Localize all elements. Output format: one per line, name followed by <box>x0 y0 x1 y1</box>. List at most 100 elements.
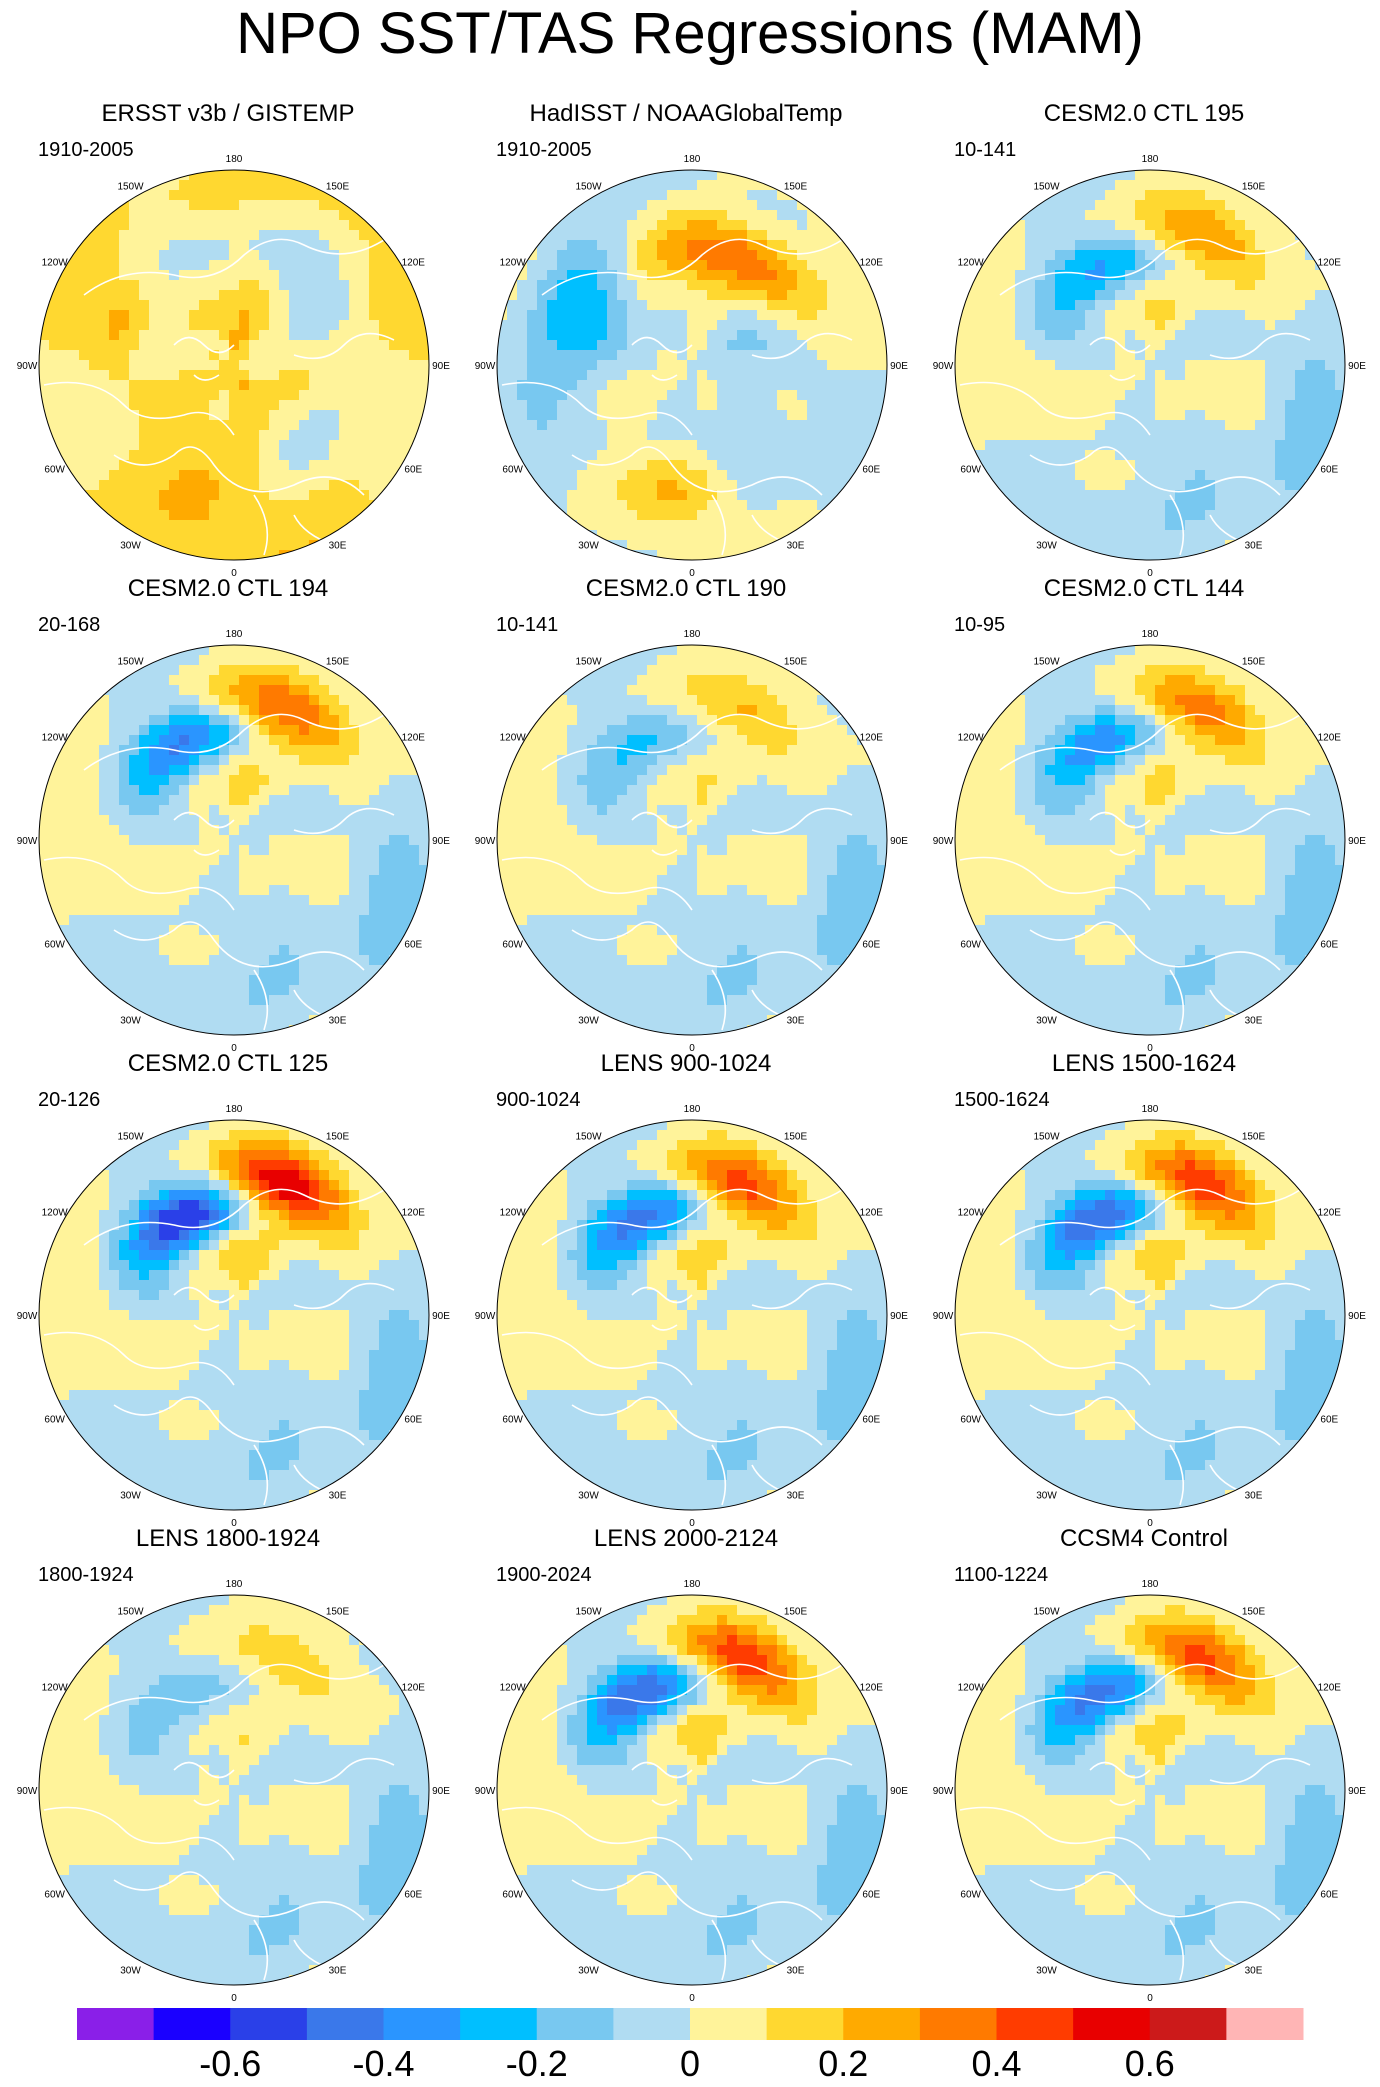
field-cell <box>717 210 728 221</box>
field-cell <box>159 470 170 481</box>
field-cell <box>189 935 200 946</box>
field-cell <box>727 440 738 451</box>
field-cell <box>607 370 618 381</box>
field-cell <box>1265 420 1276 431</box>
field-cell <box>955 360 966 371</box>
field-cell <box>119 755 130 766</box>
field-cell <box>239 885 250 896</box>
field-cell <box>975 360 986 371</box>
field-cell <box>1325 320 1336 331</box>
field-cell <box>249 550 260 560</box>
field-cell <box>399 340 410 351</box>
field-cell <box>647 350 658 361</box>
field-cell <box>229 480 240 491</box>
field-cell <box>687 260 698 271</box>
field-cell <box>1055 340 1066 351</box>
field-cell <box>369 490 380 501</box>
field-cell <box>1265 480 1276 491</box>
field-cell <box>1015 440 1026 451</box>
field-cell <box>847 300 858 311</box>
field-cell <box>677 390 688 401</box>
field-cell <box>737 180 748 191</box>
panel-title: ERSST v3b / GISTEMP <box>101 100 355 127</box>
field-cell <box>39 400 50 411</box>
field-cell <box>1015 340 1026 351</box>
field-cell <box>299 530 310 541</box>
field-cell <box>249 390 260 401</box>
field-cell <box>159 370 170 381</box>
field-cell <box>597 440 608 451</box>
field-cell <box>299 875 310 886</box>
field-cell <box>209 410 220 421</box>
field-cell <box>299 765 310 776</box>
field-cell <box>1045 490 1056 501</box>
field-cell <box>1085 240 1096 251</box>
field-cell <box>119 370 130 381</box>
field-cell <box>747 320 758 331</box>
field-cell <box>527 240 538 251</box>
field-cell <box>807 380 818 391</box>
field-cell <box>199 765 210 776</box>
field-cell <box>995 440 1006 451</box>
field-cell <box>1005 250 1016 261</box>
field-cell <box>239 210 250 221</box>
field-cell <box>149 260 160 271</box>
field-cell <box>409 400 420 411</box>
field-cell <box>607 440 618 451</box>
field-cell <box>49 430 60 441</box>
field-cell <box>627 400 638 411</box>
field-cell <box>1015 310 1026 321</box>
field-cell <box>657 380 668 391</box>
field-cell <box>309 240 320 251</box>
field-cell <box>1155 240 1166 251</box>
field-cell <box>587 300 598 311</box>
field-cell <box>1025 510 1036 521</box>
field-cell <box>1125 260 1136 271</box>
field-cell <box>249 875 260 886</box>
field-cell <box>109 855 120 866</box>
field-cell <box>667 280 678 291</box>
field-cell <box>189 885 200 896</box>
field-cell <box>677 330 688 341</box>
field-cell <box>159 350 170 361</box>
field-cell <box>1025 460 1036 471</box>
field-cell <box>409 430 420 441</box>
field-cell <box>1215 470 1226 481</box>
field-cell <box>219 835 230 846</box>
field-cell <box>1275 210 1286 221</box>
field-cell <box>1115 370 1126 381</box>
field-cell <box>1155 230 1166 241</box>
field-cell <box>1215 500 1226 511</box>
field-cell <box>657 430 668 441</box>
field-cell <box>409 330 420 341</box>
field-cell <box>965 390 976 401</box>
field-cell <box>737 490 748 501</box>
field-cell <box>587 320 598 331</box>
field-cell <box>767 240 778 251</box>
field-cell <box>219 715 230 726</box>
field-cell <box>597 300 608 311</box>
field-cell <box>867 410 878 421</box>
field-cell <box>319 450 330 461</box>
field-cell <box>1235 400 1246 411</box>
field-cell <box>1235 330 1246 341</box>
field-cell <box>319 290 330 301</box>
field-cell <box>677 510 688 521</box>
field-cell <box>557 230 568 241</box>
field-cell <box>279 320 290 331</box>
field-cell <box>737 290 748 301</box>
field-cell <box>299 925 310 936</box>
field-cell <box>409 390 420 401</box>
field-cell <box>807 390 818 401</box>
field-cell <box>259 945 270 956</box>
field-cell <box>787 230 798 241</box>
field-cell <box>847 320 858 331</box>
field-cell <box>1125 410 1136 421</box>
field-cell <box>99 865 110 876</box>
field-cell <box>49 875 60 886</box>
field-cell <box>807 460 818 471</box>
field-cell <box>747 490 758 501</box>
field-cell <box>169 955 180 966</box>
field-cell <box>179 260 190 271</box>
field-cell <box>1105 440 1116 451</box>
